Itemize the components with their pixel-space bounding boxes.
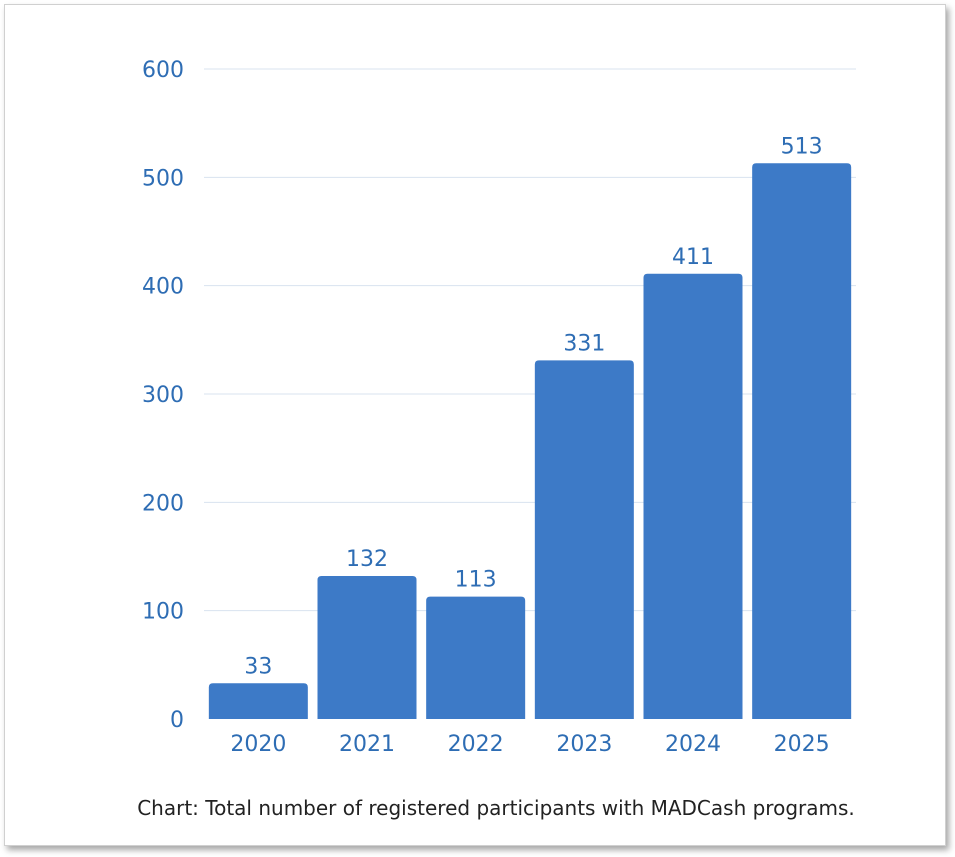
y-axis-ticks: 0 100 200 300 400 500 600: [142, 58, 184, 733]
bar-2024: [643, 273, 743, 719]
x-axis-ticks: 2020 2021 2022 2023 2024 2025: [230, 732, 829, 757]
bars: 33 132 113 331 411 513: [208, 134, 852, 719]
bar-2025: [752, 163, 852, 719]
data-label: 113: [455, 568, 497, 593]
bar-2020: [208, 683, 308, 719]
x-tick-label: 2022: [448, 732, 504, 757]
y-tick-label: 400: [142, 275, 184, 300]
data-label: 132: [346, 547, 388, 572]
y-tick-label: 600: [142, 58, 184, 83]
data-label: 411: [672, 245, 714, 270]
bar-2023: [534, 360, 634, 719]
x-tick-label: 2021: [339, 732, 395, 757]
x-tick-label: 2025: [774, 732, 830, 757]
gridlines: [204, 68, 856, 612]
data-label: 331: [563, 331, 605, 356]
data-label: 33: [244, 654, 272, 679]
y-tick-label: 0: [170, 708, 184, 733]
x-tick-label: 2023: [556, 732, 612, 757]
y-tick-label: 500: [142, 166, 184, 191]
data-label: 513: [781, 134, 823, 159]
x-tick-label: 2024: [665, 732, 721, 757]
bar-2022: [426, 596, 526, 719]
x-tick-label: 2020: [230, 732, 286, 757]
y-tick-label: 300: [142, 383, 184, 408]
bar-2021: [317, 576, 417, 719]
y-tick-label: 200: [142, 491, 184, 516]
chart-caption: Chart: Total number of registered partic…: [137, 796, 855, 820]
y-tick-label: 100: [142, 600, 184, 625]
